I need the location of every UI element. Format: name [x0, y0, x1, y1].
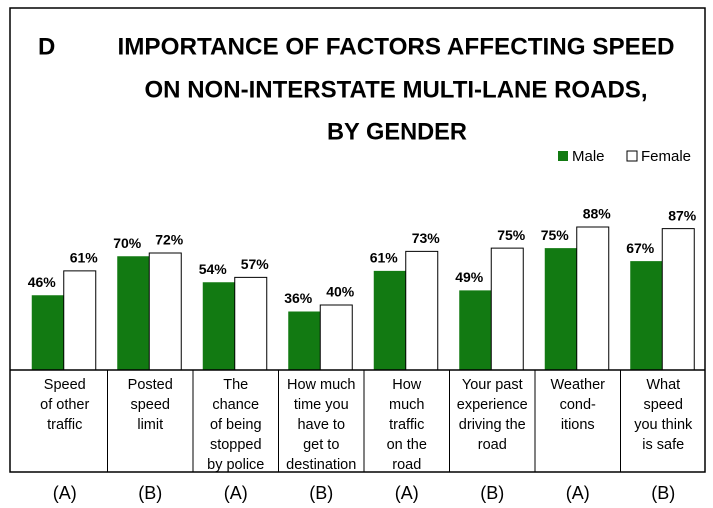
- value-label: 57%: [241, 256, 270, 272]
- x-tick-label: much: [389, 397, 424, 413]
- x-tick-label: destination: [286, 457, 356, 473]
- x-tick-label: chance: [212, 397, 259, 413]
- x-tick-label: experience: [457, 397, 528, 413]
- bar: [288, 311, 321, 370]
- bar: [490, 247, 524, 371]
- x-tick-label: of other: [40, 397, 89, 413]
- x-tick-label: How much: [287, 377, 356, 393]
- bar: [544, 248, 577, 370]
- bar: [405, 250, 439, 371]
- bar: [202, 282, 235, 370]
- value-label: 70%: [113, 235, 142, 251]
- chart-title: IMPORTANCE OF FACTORS AFFECTING SPEED: [118, 33, 675, 60]
- x-tick-label: road: [478, 437, 507, 453]
- x-tick-label: speed: [643, 397, 683, 413]
- x-tick-label: of being: [210, 417, 262, 433]
- group-label: (A): [566, 483, 590, 503]
- x-tick-label: by police: [207, 457, 264, 473]
- group-label: (B): [309, 483, 333, 503]
- bar: [576, 226, 610, 371]
- x-tick-label: Speed: [44, 377, 86, 393]
- legend-label: Female: [641, 148, 691, 165]
- x-tick-label: What: [646, 377, 680, 393]
- x-tick-label: limit: [137, 417, 163, 433]
- x-tick-label: traffic: [47, 417, 82, 433]
- group-label: (B): [138, 483, 162, 503]
- x-tick-label: get to: [303, 437, 339, 453]
- value-label: 73%: [412, 230, 441, 246]
- x-tick-label: How: [392, 377, 422, 393]
- x-tick-label: road: [392, 457, 421, 473]
- x-tick-label: is safe: [642, 437, 684, 453]
- x-tick-label: itions: [561, 417, 595, 433]
- frame: [9, 7, 706, 473]
- value-label: 67%: [626, 240, 655, 256]
- x-tick-label: Weather: [550, 377, 605, 393]
- group-label: (B): [480, 483, 504, 503]
- bar: [234, 276, 268, 371]
- x-tick-label: Posted: [128, 377, 173, 393]
- x-tick-label: have to: [297, 417, 345, 433]
- x-tick-label: traffic: [389, 417, 424, 433]
- bar: [63, 270, 97, 371]
- bar: [661, 228, 695, 371]
- value-label: 75%: [541, 227, 570, 243]
- group-label: (A): [53, 483, 77, 503]
- x-tick-label: speed: [130, 397, 170, 413]
- x-tick-label: The: [223, 377, 248, 393]
- value-label: 36%: [284, 290, 313, 306]
- bar: [630, 261, 663, 370]
- value-label: 46%: [28, 274, 57, 290]
- x-tick-label: driving the: [459, 417, 526, 433]
- legend-label: Male: [572, 148, 605, 165]
- value-label: 49%: [455, 269, 484, 285]
- x-tick-label: you think: [634, 417, 693, 433]
- bar: [117, 256, 150, 370]
- value-label: 75%: [497, 227, 526, 243]
- x-tick-label: stopped: [210, 437, 262, 453]
- chart-title: ON NON-INTERSTATE MULTI-LANE ROADS,: [145, 76, 648, 103]
- value-label: 61%: [370, 250, 399, 266]
- x-tick-label: cond-: [560, 397, 596, 413]
- bar: [373, 270, 406, 370]
- bar: [31, 295, 64, 370]
- value-label: 87%: [668, 207, 697, 223]
- group-label: (B): [651, 483, 675, 503]
- value-label: 61%: [70, 250, 99, 266]
- group-label: (A): [224, 483, 248, 503]
- legend-swatch: [558, 151, 568, 161]
- legend-swatch: [626, 150, 638, 162]
- value-label: 40%: [326, 284, 355, 300]
- panel-label: D: [38, 33, 55, 60]
- x-tick-label: on the: [387, 437, 427, 453]
- group-label: (A): [395, 483, 419, 503]
- x-tick-label: time you: [294, 397, 349, 413]
- bar: [148, 252, 182, 371]
- bar: [459, 290, 492, 370]
- bar: [319, 304, 353, 371]
- value-label: 54%: [199, 261, 228, 277]
- x-tick-label: Your past: [462, 377, 523, 393]
- value-label: 72%: [155, 232, 184, 248]
- value-label: 88%: [583, 206, 612, 222]
- chart-title: BY GENDER: [327, 118, 467, 145]
